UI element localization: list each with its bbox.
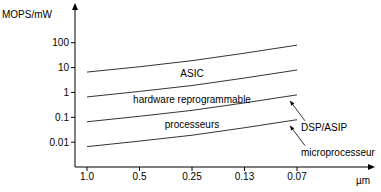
svg-text:MOPS/mW: MOPS/mW (8, 9, 53, 20)
svg-text:µm: µm (356, 175, 370, 186)
svg-text:microprocesseur: microprocesseur (301, 147, 373, 158)
svg-text:10: 10 (58, 62, 70, 73)
svg-text:100: 100 (52, 37, 69, 48)
svg-text:0.25: 0.25 (182, 171, 202, 182)
svg-text:0.07: 0.07 (287, 171, 307, 182)
svg-text:1: 1 (63, 87, 69, 98)
svg-text:0.5: 0.5 (133, 171, 147, 182)
svg-text:0.01: 0.01 (50, 137, 70, 148)
svg-text:0.13: 0.13 (235, 171, 255, 182)
svg-text:0.1: 0.1 (55, 112, 69, 123)
svg-text:ASIC: ASIC (180, 68, 203, 79)
svg-text:hardware reprogrammable: hardware reprogrammable (133, 94, 251, 105)
svg-text:DSP/ASIP: DSP/ASIP (301, 122, 347, 133)
svg-text:processeurs: processeurs (165, 119, 219, 130)
svg-text:1.0: 1.0 (80, 171, 94, 182)
